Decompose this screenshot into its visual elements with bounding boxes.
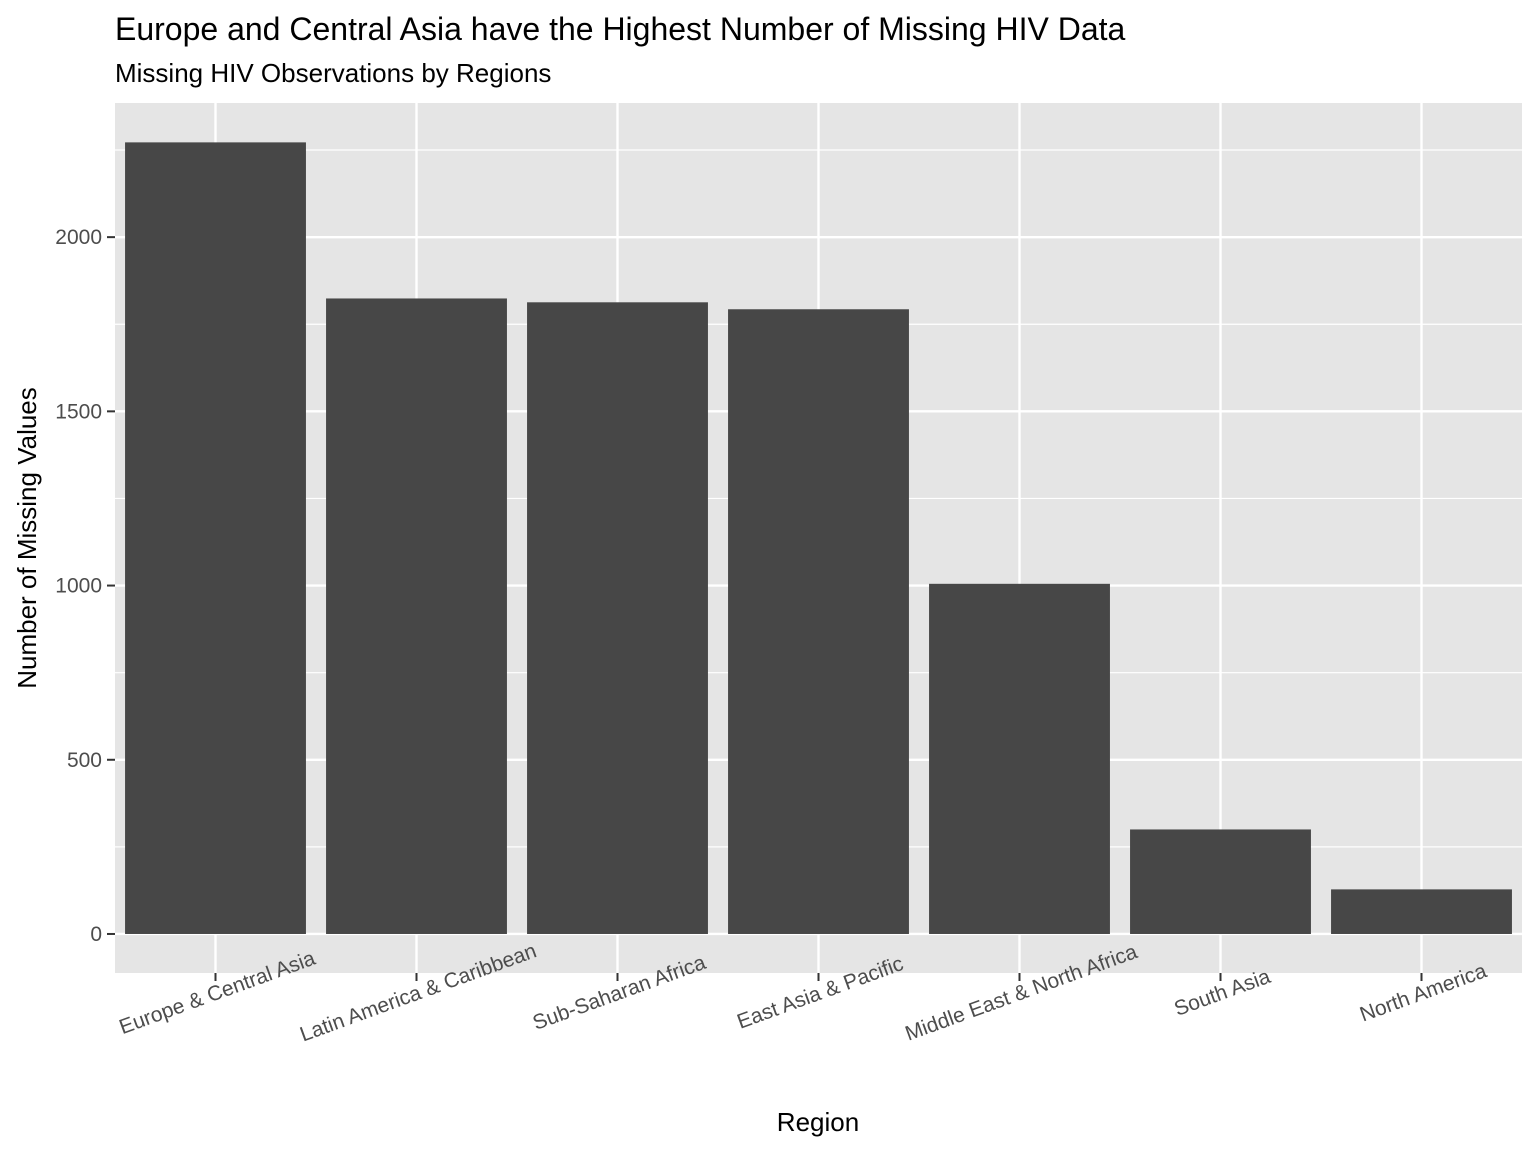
bar <box>1130 829 1311 934</box>
x-tick-label: South Asia <box>1171 965 1274 1021</box>
y-tick-label: 1500 <box>55 400 102 423</box>
bar <box>929 583 1110 934</box>
bar <box>326 298 507 934</box>
chart-title: Europe and Central Asia have the Highest… <box>115 11 1126 47</box>
bar <box>125 142 306 934</box>
y-axis-title: Number of Missing Values <box>12 387 42 689</box>
bar <box>527 302 708 934</box>
y-tick-label: 500 <box>67 749 102 772</box>
x-axis-title: Region <box>777 1107 859 1137</box>
bar <box>728 309 909 934</box>
chart-subtitle: Missing HIV Observations by Regions <box>115 58 551 88</box>
bar <box>1331 889 1512 934</box>
y-tick-label: 2000 <box>55 226 102 249</box>
y-tick-label: 1000 <box>55 575 102 598</box>
y-tick-label: 0 <box>90 923 102 946</box>
